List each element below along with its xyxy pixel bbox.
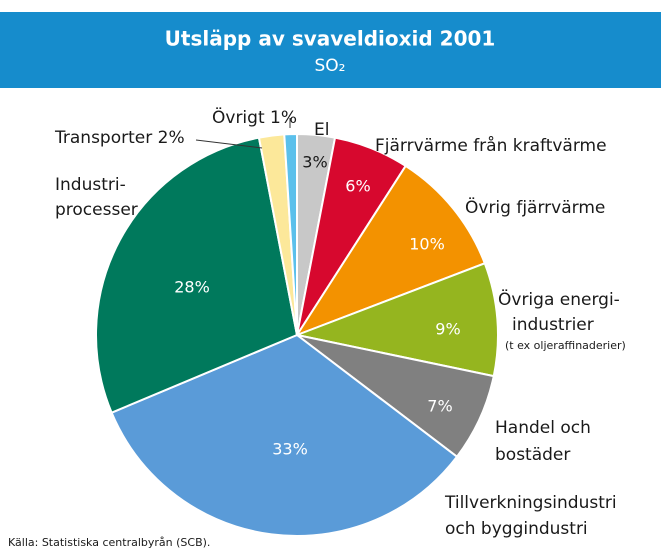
pie-slice: [110, 333, 459, 537]
slice-label: Transporter 2%: [54, 128, 185, 148]
pie-slice: [283, 132, 298, 336]
category-name: Transporter: [54, 128, 152, 148]
pie-slice: [95, 136, 299, 414]
value-label: 1%: [270, 108, 297, 128]
category-name: Övrigt: [212, 106, 265, 128]
category-name: och byggindustri: [445, 519, 588, 539]
value-label: 28%: [174, 278, 210, 297]
value-label: 33%: [272, 440, 308, 459]
pie-slice: [293, 261, 499, 378]
category-name: El: [314, 120, 329, 140]
category-name: industrier: [512, 315, 594, 335]
slice-label: Övrigt 1%: [212, 106, 297, 128]
value-label: 6%: [345, 177, 370, 196]
value-label: 2%: [158, 128, 185, 148]
leader-line: [195, 139, 263, 149]
category-name: Handel och: [495, 418, 591, 438]
value-label: 9%: [435, 320, 460, 339]
category-name: processer: [55, 200, 138, 220]
header-band: [0, 12, 661, 88]
category-name: Övriga energi-: [498, 288, 620, 310]
value-label: 7%: [427, 397, 452, 416]
category-name: Fjärrvärme från kraftvärme: [375, 135, 607, 156]
category-name: bostäder: [495, 445, 570, 465]
category-name: Tillverkningsindustri: [444, 493, 617, 513]
source: Källa: Statistiska centralbyrån (SCB).: [8, 536, 210, 549]
note: (t ex oljeraffinaderier): [505, 339, 626, 352]
value-label: 3%: [302, 153, 327, 172]
chart-subtitle: SO₂: [315, 56, 346, 76]
category-name: Övrig fjärrvärme: [465, 196, 605, 218]
value-label: 10%: [409, 235, 445, 254]
chart-title: Utsläpp av svaveldioxid 2001: [165, 27, 496, 51]
category-name: Industri-: [55, 175, 126, 195]
pie-slice: [294, 164, 487, 338]
